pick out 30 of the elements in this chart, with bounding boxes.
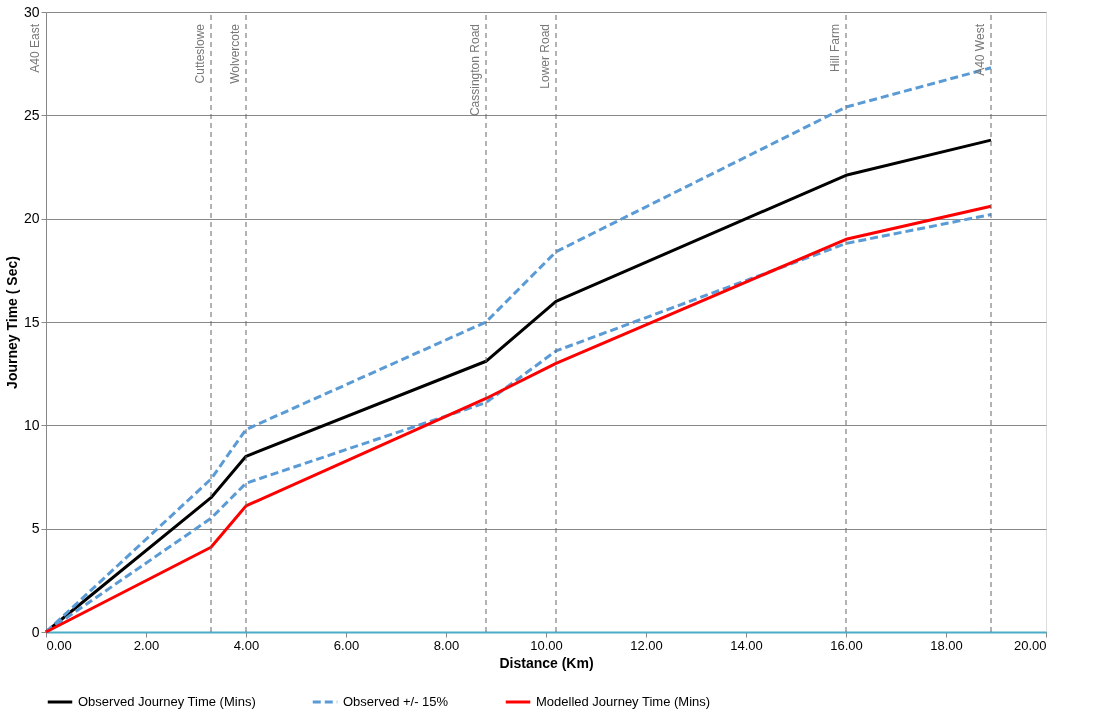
text: A40 East	[28, 23, 42, 73]
x-tick-label: 12.00	[630, 637, 663, 653]
y-tick-label: 25	[23, 106, 40, 123]
x-tick-label: 10.00	[530, 637, 563, 653]
x-tick-label: 8.00	[433, 637, 460, 653]
y-tick-label: 10	[23, 416, 40, 433]
legend-label: Observed +/- 15%	[343, 694, 449, 709]
x-tick-label: 0.00	[46, 637, 72, 653]
x-tick-label: 14.00	[730, 637, 763, 653]
ref-line-label: Cassington Road	[468, 24, 482, 117]
y-tick-label: 15	[23, 313, 40, 330]
ref-line-label: A40 West	[973, 23, 987, 76]
x-tick-label: 2.00	[133, 637, 160, 653]
x-tick-label: 20.00	[1013, 637, 1047, 653]
x-tick-label: 18.00	[930, 637, 963, 653]
y-axis-title: Journey Time ( Sec)	[3, 256, 20, 389]
y-tick-label: 0	[31, 623, 40, 640]
y-tick-label: 30	[23, 3, 40, 20]
x-tick-label: 4.00	[233, 637, 260, 653]
ref-line-label: Lower Road	[538, 24, 552, 89]
y-tick-label: 20	[23, 210, 40, 227]
x-axis-title: Distance (Km)	[499, 654, 594, 671]
ref-line-label: Cutteslowe	[193, 23, 207, 84]
legend-label: Observed Journey Time (Mins)	[78, 694, 256, 709]
x-tick-label: 16.00	[830, 637, 863, 653]
y-tick-label: 5	[31, 520, 40, 537]
ref-line-label: Wolvercote	[228, 23, 242, 84]
x-tick-label: 6.00	[333, 637, 360, 653]
legend-label: Modelled Journey Time (Mins)	[536, 694, 711, 709]
ref-line-label: Hill Farm	[828, 24, 842, 72]
